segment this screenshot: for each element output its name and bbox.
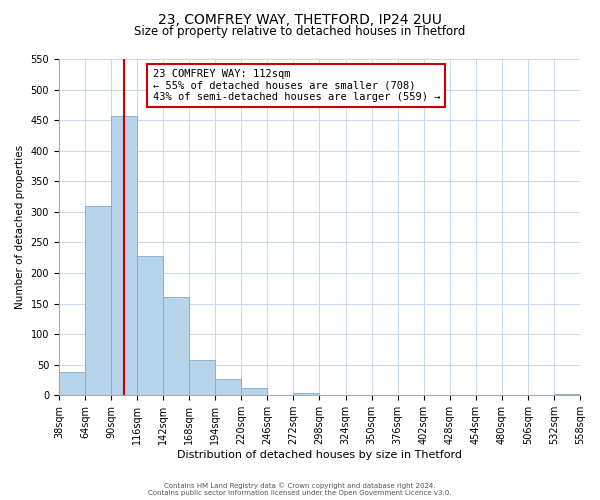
Bar xyxy=(163,298,189,395)
Bar xyxy=(111,116,137,395)
Bar xyxy=(215,380,241,395)
Bar xyxy=(137,256,163,395)
Text: Contains HM Land Registry data © Crown copyright and database right 2024.: Contains HM Land Registry data © Crown c… xyxy=(164,482,436,489)
Bar xyxy=(554,394,580,395)
Text: 23 COMFREY WAY: 112sqm
← 55% of detached houses are smaller (708)
43% of semi-de: 23 COMFREY WAY: 112sqm ← 55% of detached… xyxy=(153,69,440,102)
Text: 23, COMFREY WAY, THETFORD, IP24 2UU: 23, COMFREY WAY, THETFORD, IP24 2UU xyxy=(158,12,442,26)
Text: Size of property relative to detached houses in Thetford: Size of property relative to detached ho… xyxy=(134,25,466,38)
Bar xyxy=(85,206,111,395)
Y-axis label: Number of detached properties: Number of detached properties xyxy=(15,145,25,309)
Text: Contains public sector information licensed under the Open Government Licence v3: Contains public sector information licen… xyxy=(148,490,452,496)
Bar xyxy=(241,388,268,395)
Bar xyxy=(59,372,85,395)
X-axis label: Distribution of detached houses by size in Thetford: Distribution of detached houses by size … xyxy=(177,450,462,460)
Bar xyxy=(189,360,215,395)
Bar xyxy=(293,394,319,395)
